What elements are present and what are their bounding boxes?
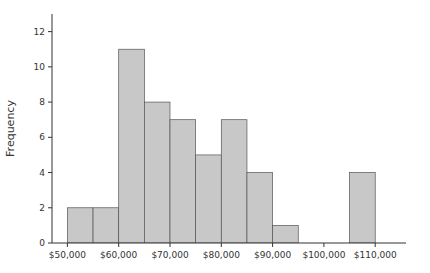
x-tick-label: $100,000 — [302, 250, 345, 260]
chart: $50,000 $60,000 $70,000 $80,000 $90,000 $100,… — [0, 0, 430, 273]
bar — [247, 173, 273, 243]
bar — [93, 208, 119, 243]
x-tick — [221, 243, 222, 247]
y-tick-label: 2 — [39, 203, 45, 213]
x-tick-label: $50,000 — [49, 250, 86, 260]
x-tick — [375, 243, 376, 247]
bar — [67, 208, 93, 243]
y-tick — [48, 172, 52, 173]
bars — [67, 49, 375, 243]
x-tick-label: $60,000 — [100, 250, 137, 260]
y-axis — [52, 14, 53, 243]
x-axis — [52, 243, 406, 244]
x-tick-label: $90,000 — [254, 250, 291, 260]
y-tick-label: 0 — [39, 238, 45, 248]
x-tick-label: $70,000 — [151, 250, 188, 260]
bar — [196, 155, 222, 243]
x-tick — [272, 243, 273, 247]
bar — [170, 120, 196, 243]
y-tick — [48, 137, 52, 138]
y-tick-label: 8 — [39, 97, 45, 107]
bar — [144, 102, 170, 243]
y-tick-label: 10 — [34, 62, 46, 72]
x-tick-label: $80,000 — [203, 250, 240, 260]
y-tick — [48, 31, 52, 32]
y-axis-label: Frequency — [4, 100, 17, 157]
x-tick-label: $110,000 — [354, 250, 397, 260]
y-tick — [48, 102, 52, 103]
x-tick — [323, 243, 324, 247]
y-tick — [48, 66, 52, 67]
y-tick-label: 12 — [34, 27, 45, 37]
bar — [350, 173, 376, 243]
bar — [119, 49, 145, 243]
y-tick — [48, 243, 52, 244]
x-tick — [67, 243, 68, 247]
y-tick-label: 4 — [39, 168, 45, 178]
y-tick — [48, 207, 52, 208]
y-tick-label: 6 — [39, 132, 45, 142]
bar — [273, 225, 299, 243]
x-tick — [170, 243, 171, 247]
bar — [221, 120, 247, 243]
x-tick — [118, 243, 119, 247]
